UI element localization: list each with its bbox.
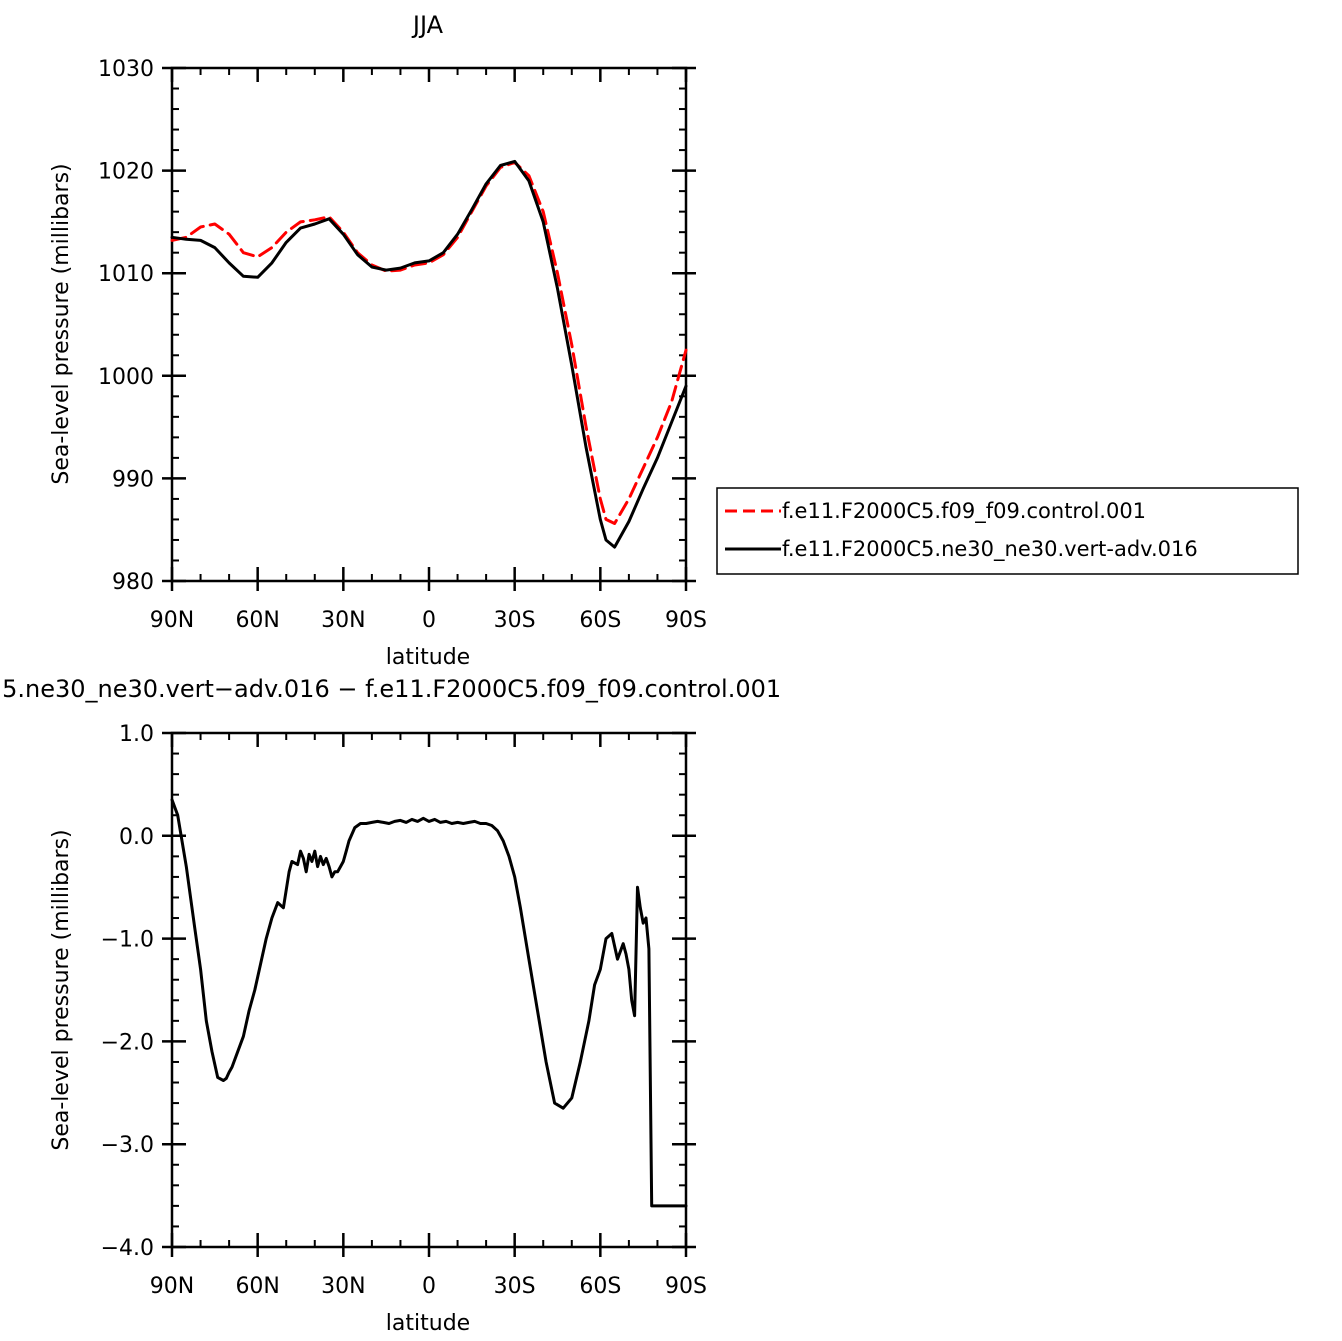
bottom-plot-frame <box>170 731 688 1249</box>
top-y-tick-label: 1020 <box>98 160 154 185</box>
bottom-x-axis-label: latitude <box>386 1311 470 1336</box>
panel-top: JJA 90N 60N 30N 0 30S 60S 90S 980 990 1000 1010 102… <box>49 11 707 670</box>
panel-bottom: :5.ne30_ne30.vert−adv.016 − f.e11.F2000C… <box>0 675 781 1336</box>
bottom-y-axis-label: Sea-level pressure (millibars) <box>49 829 74 1150</box>
top-chart-title: JJA <box>411 11 444 39</box>
top-y-tick-label: 1030 <box>98 57 154 82</box>
top-y-tick-label: 990 <box>112 467 154 492</box>
top-y-axis-label: Sea-level pressure (millibars) <box>49 163 74 484</box>
top-y-tick-label: 1000 <box>98 365 154 390</box>
legend-label-control: f.e11.F2000C5.f09_f09.control.001 <box>782 499 1146 524</box>
bottom-y-tick-label: 1.0 <box>119 722 154 747</box>
top-x-tick-label: 60S <box>579 608 621 633</box>
bottom-y-tick-label: −2.0 <box>101 1030 154 1055</box>
bottom-y-tick-label: 0.0 <box>119 825 154 850</box>
bottom-x-tick-label: 90S <box>665 1274 707 1299</box>
top-x-tick-label: 90S <box>665 608 707 633</box>
top-x-tick-label: 0 <box>422 608 436 633</box>
bottom-series-line-0 <box>170 798 688 1208</box>
top-y-tick-label: 1010 <box>98 262 154 287</box>
legend-label-vert-adv: f.e11.F2000C5.ne30_ne30.vert-adv.016 <box>782 537 1198 562</box>
bottom-x-tick-label: 60N <box>235 1274 279 1299</box>
legend-box <box>716 487 1299 575</box>
bottom-chart-title: :5.ne30_ne30.vert−adv.016 − f.e11.F2000C… <box>0 675 781 703</box>
top-lines <box>170 159 688 549</box>
bottom-x-tick-label: 30S <box>494 1274 536 1299</box>
bottom-y-tick-label: −1.0 <box>101 928 154 953</box>
top-plot-frame <box>170 66 688 583</box>
bottom-x-tick-label: 0 <box>422 1274 436 1299</box>
legend: f.e11.F2000C5.f09_f09.control.001 f.e11.… <box>716 487 1299 575</box>
top-x-tick-label: 90N <box>150 608 194 633</box>
bottom-y-tick-label: −4.0 <box>101 1236 154 1261</box>
bottom-x-tick-label: 90N <box>150 1274 194 1299</box>
bottom-y-tick-label: −3.0 <box>101 1133 154 1158</box>
top-y-tick-label: 980 <box>112 570 154 595</box>
top-series-line-0 <box>170 160 688 525</box>
top-x-tick-label: 30S <box>494 608 536 633</box>
bottom-lines <box>170 798 688 1208</box>
top-x-tick-label: 60N <box>235 608 279 633</box>
top-x-axis-label: latitude <box>386 645 470 670</box>
bottom-x-tick-label: 60S <box>579 1274 621 1299</box>
top-ticks: 90N 60N 30N 0 30S 60S 90S 980 990 1000 1010 1020 103… <box>98 57 707 633</box>
bottom-x-tick-label: 30N <box>321 1274 365 1299</box>
top-x-tick-label: 30N <box>321 608 365 633</box>
top-series-line-1 <box>170 159 688 549</box>
bottom-ticks: 90N 60N 30N 0 30S 60S 90S −4.0 −3.0 −2.0 −1.0 0.0 1.… <box>101 722 707 1299</box>
